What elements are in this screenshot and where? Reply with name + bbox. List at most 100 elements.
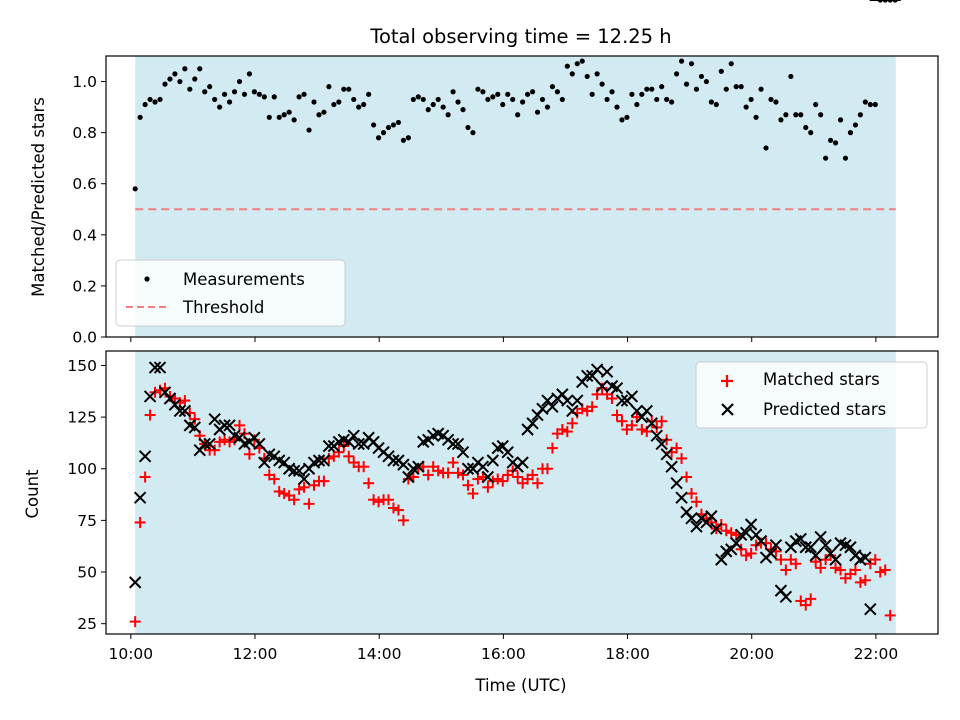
matched-star-point	[805, 593, 817, 605]
predicted-star-point	[258, 456, 271, 469]
predicted-star-point	[640, 404, 654, 418]
measurement-point	[246, 71, 253, 77]
measurement-point	[674, 71, 680, 77]
predicted-star-point	[705, 510, 718, 523]
predicted-star-point	[571, 394, 584, 407]
measurement-point	[495, 91, 501, 97]
measurement-point	[554, 89, 560, 95]
measurement-point	[430, 101, 436, 108]
matched-star-point	[333, 446, 345, 458]
measurement-point	[669, 99, 675, 105]
x-axis-label: Time (UTC)	[474, 676, 566, 695]
measurement-point	[529, 89, 536, 95]
measurement-point	[241, 91, 248, 97]
predicted-star-point	[292, 464, 306, 478]
matched-star-point	[735, 543, 747, 555]
predicted-star-point	[660, 448, 673, 461]
measurement-point	[271, 94, 277, 100]
measurement-point	[480, 89, 486, 95]
measurement-point	[693, 86, 700, 92]
measurement-point	[569, 71, 575, 77]
matched-star-point	[810, 556, 822, 568]
measurement-point	[455, 99, 461, 105]
matched-star-point	[835, 564, 847, 576]
predicted-star-point	[715, 553, 728, 566]
predicted-star-point	[526, 417, 539, 430]
predicted-star-point	[402, 470, 415, 484]
matched-star-point	[268, 473, 280, 485]
matched-star-point	[646, 415, 658, 427]
measurement-point	[251, 89, 257, 95]
matched-star-point	[611, 409, 623, 421]
measurement-point	[236, 78, 243, 85]
measurement-point	[172, 71, 178, 77]
measurement-point	[713, 101, 719, 108]
measurement-point	[221, 91, 228, 97]
predicted-star-point	[844, 541, 857, 554]
predicted-star-point	[566, 404, 579, 418]
measurement-point	[405, 135, 411, 141]
measurement-point	[157, 96, 163, 103]
predicted-star-point	[451, 437, 465, 451]
matched-star-point	[179, 395, 191, 407]
measurement-point	[281, 112, 287, 118]
measurement-point	[683, 81, 690, 87]
predicted-star-point	[779, 590, 793, 604]
predicted-star-point	[625, 390, 639, 403]
measurement-point	[758, 86, 764, 92]
measurement-point	[276, 114, 282, 120]
measurement-point	[460, 107, 466, 113]
measurement-point	[639, 91, 645, 97]
measurement-point	[793, 112, 799, 118]
x-tick-label: 18:00	[605, 645, 650, 663]
matched-star-point	[387, 502, 399, 514]
matched-star-point	[725, 527, 737, 539]
measurement-point	[316, 112, 322, 118]
predicted-star-point	[650, 429, 663, 442]
predicted-star-point	[799, 541, 812, 554]
y-tick-label: 75	[77, 512, 97, 530]
measurement-point	[177, 78, 183, 85]
matched-star-point	[512, 471, 524, 483]
measurement-point	[366, 91, 372, 97]
matched-star-point	[869, 554, 881, 566]
ratio-y-axis-label: Matched/Predicted stars	[29, 97, 48, 297]
matched-star-point	[626, 419, 638, 431]
measurement-point	[231, 89, 238, 95]
measurement-point	[336, 99, 342, 105]
measurement-point	[654, 96, 660, 103]
measurement-point	[534, 109, 541, 115]
matched-star-point	[859, 574, 871, 586]
predicted-star-point	[739, 526, 753, 539]
predicted-stars-series	[128, 0, 901, 616]
matched-star-point	[452, 467, 464, 479]
matched-star-point	[541, 463, 553, 475]
measurement-point	[445, 112, 451, 118]
count-legend-box	[695, 361, 928, 429]
measurement-point	[217, 104, 223, 110]
predicted-star-point	[819, 538, 832, 552]
predicted-star-point	[481, 470, 495, 484]
matched-star-point	[740, 550, 752, 562]
measurement-point	[827, 137, 834, 143]
measurement-point	[688, 61, 695, 67]
y-tick-label: 50	[77, 564, 97, 582]
predicted-star-point	[561, 394, 574, 407]
measurement-point	[207, 84, 213, 90]
measurement-point	[385, 124, 392, 131]
measurement-point	[624, 114, 630, 120]
measurement-point	[803, 124, 809, 131]
y-tick-label: 0.4	[72, 226, 97, 244]
measurement-point	[574, 61, 580, 67]
predicted-star-point	[143, 390, 157, 403]
x-tick-label: 22:00	[854, 645, 899, 663]
measurement-point	[842, 155, 849, 161]
matched-star-point	[676, 452, 688, 464]
matched-star-point	[224, 436, 236, 448]
matched-star-point	[606, 393, 618, 405]
y-tick-label: 150	[67, 357, 97, 375]
matched-star-point	[214, 436, 226, 448]
measurement-point	[291, 117, 297, 123]
matched-star-point	[273, 485, 285, 497]
